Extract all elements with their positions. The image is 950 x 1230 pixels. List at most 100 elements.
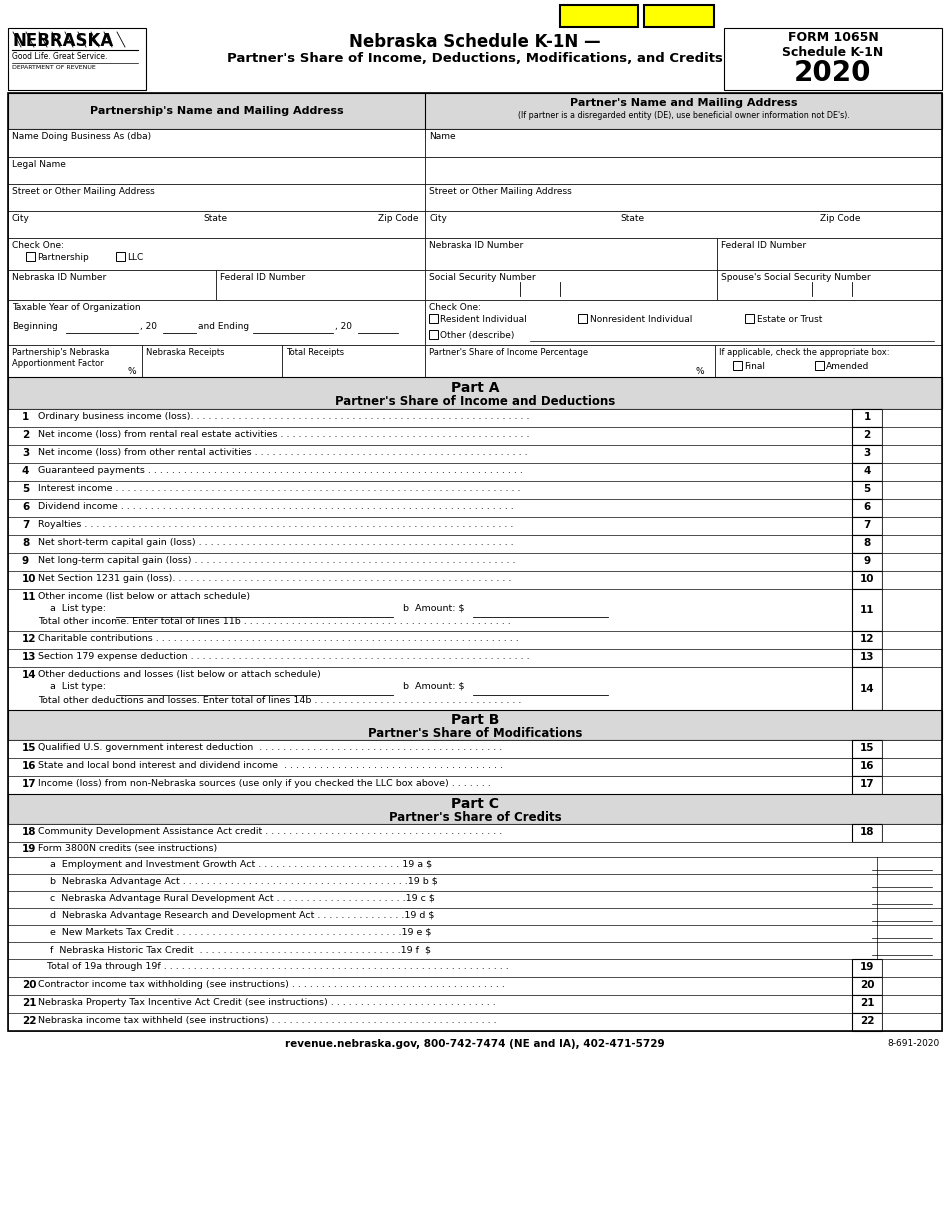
Bar <box>852 481 882 499</box>
Text: Name Doing Business As (dba): Name Doing Business As (dba) <box>12 132 151 141</box>
Text: Federal ID Number: Federal ID Number <box>721 241 807 250</box>
Bar <box>852 824 882 843</box>
Text: 12: 12 <box>22 633 36 645</box>
Bar <box>882 667 942 710</box>
Bar <box>425 157 942 184</box>
Text: 5: 5 <box>22 483 29 494</box>
Text: b  Nebraska Advantage Act . . . . . . . . . . . . . . . . . . . . . . . . . . . : b Nebraska Advantage Act . . . . . . . .… <box>50 877 438 886</box>
Text: Partnership's Name and Mailing Address: Partnership's Name and Mailing Address <box>89 106 343 116</box>
Text: Other deductions and losses (list below or attach schedule): Other deductions and losses (list below … <box>38 670 321 679</box>
Text: a  List type:: a List type: <box>50 681 106 691</box>
Bar <box>644 5 714 27</box>
Text: (If partner is a disregarded entity (DE), use beneficial owner information not D: (If partner is a disregarded entity (DE)… <box>518 111 849 121</box>
Text: 7: 7 <box>864 520 871 530</box>
Text: 13: 13 <box>860 652 874 662</box>
Bar <box>882 631 942 649</box>
Bar <box>882 410 942 427</box>
Text: Zip Code: Zip Code <box>378 214 419 223</box>
Text: 8-691-2020: 8-691-2020 <box>887 1039 940 1048</box>
Bar <box>852 499 882 517</box>
Bar <box>8 1014 852 1031</box>
Text: 22: 22 <box>22 1016 36 1026</box>
Bar <box>8 481 852 499</box>
Text: RESET: RESET <box>577 7 621 20</box>
Bar <box>852 995 882 1014</box>
Bar <box>882 571 942 589</box>
Text: Part B: Part B <box>451 713 499 727</box>
Bar <box>852 631 882 649</box>
Text: Ordinary business income (loss). . . . . . . . . . . . . . . . . . . . . . . . .: Ordinary business income (loss). . . . .… <box>38 412 529 421</box>
Bar <box>882 589 942 631</box>
Bar <box>882 554 942 571</box>
Text: 20: 20 <box>860 980 874 990</box>
Text: f  Nebraska Historic Tax Credit  . . . . . . . . . . . . . . . . . . . . . . . .: f Nebraska Historic Tax Credit . . . . .… <box>50 945 431 954</box>
Bar <box>8 649 852 667</box>
Bar <box>852 517 882 535</box>
Bar <box>882 776 942 795</box>
Bar <box>852 667 882 710</box>
Bar <box>425 129 942 157</box>
Bar <box>882 427 942 445</box>
Bar <box>425 184 942 212</box>
Bar <box>852 554 882 571</box>
Text: Social Security Number: Social Security Number <box>429 273 536 282</box>
Text: Interest income . . . . . . . . . . . . . . . . . . . . . . . . . . . . . . . . : Interest income . . . . . . . . . . . . … <box>38 483 521 493</box>
Text: Estate or Trust: Estate or Trust <box>757 315 823 323</box>
Bar <box>852 776 882 795</box>
Bar <box>717 237 942 271</box>
Bar <box>8 942 942 959</box>
Text: a  Employment and Investment Growth Act . . . . . . . . . . . . . . . . . . . . : a Employment and Investment Growth Act .… <box>50 860 432 870</box>
Bar <box>852 589 882 631</box>
Bar <box>882 959 942 977</box>
Bar <box>852 410 882 427</box>
Text: Beginning: Beginning <box>12 322 58 331</box>
Text: 6: 6 <box>864 502 870 512</box>
Text: LLC: LLC <box>127 253 143 262</box>
Text: 21: 21 <box>22 998 36 1009</box>
Text: Royalties . . . . . . . . . . . . . . . . . . . . . . . . . . . . . . . . . . . : Royalties . . . . . . . . . . . . . . . … <box>38 520 513 529</box>
Text: Amended: Amended <box>826 362 869 371</box>
Text: FORM 1065N: FORM 1065N <box>788 31 879 44</box>
Text: Partner's Share of Income and Deductions: Partner's Share of Income and Deductions <box>334 395 616 408</box>
Text: 5: 5 <box>864 483 870 494</box>
Text: 16: 16 <box>22 761 36 771</box>
Text: NEBRASKA: NEBRASKA <box>12 32 113 50</box>
Text: e  New Markets Tax Credit . . . . . . . . . . . . . . . . . . . . . . . . . . . : e New Markets Tax Credit . . . . . . . .… <box>50 927 431 937</box>
Text: Qualified U.S. government interest deduction  . . . . . . . . . . . . . . . . . : Qualified U.S. government interest deduc… <box>38 743 503 752</box>
Bar <box>26 252 35 261</box>
Bar <box>882 649 942 667</box>
Text: %: % <box>128 367 137 376</box>
Text: Name: Name <box>429 132 456 141</box>
Text: City: City <box>429 214 446 223</box>
Text: Partner's Share of Income, Deductions, Modifications, and Credits: Partner's Share of Income, Deductions, M… <box>227 52 723 65</box>
Bar <box>8 925 942 942</box>
Text: Net income (loss) from rental real estate activities . . . . . . . . . . . . . .: Net income (loss) from rental real estat… <box>38 430 529 439</box>
Text: Nonresident Individual: Nonresident Individual <box>590 315 693 323</box>
Text: , 20: , 20 <box>140 322 157 331</box>
Bar <box>8 843 942 857</box>
Text: DEPARTMENT OF REVENUE: DEPARTMENT OF REVENUE <box>12 65 96 70</box>
Text: b  Amount: $: b Amount: $ <box>403 681 465 691</box>
Text: 4: 4 <box>864 466 871 476</box>
Text: 10: 10 <box>22 574 36 584</box>
Text: Legal Name: Legal Name <box>12 160 66 169</box>
Text: Form 3800N credits (see instructions): Form 3800N credits (see instructions) <box>38 844 218 852</box>
Text: 20: 20 <box>22 980 36 990</box>
Bar <box>8 184 425 212</box>
Text: revenue.nebraska.gov, 800-742-7474 (NE and IA), 402-471-5729: revenue.nebraska.gov, 800-742-7474 (NE a… <box>285 1039 665 1049</box>
Bar <box>8 857 942 875</box>
Text: Net Section 1231 gain (loss). . . . . . . . . . . . . . . . . . . . . . . . . . : Net Section 1231 gain (loss). . . . . . … <box>38 574 511 583</box>
Text: Community Development Assistance Act credit . . . . . . . . . . . . . . . . . . : Community Development Assistance Act cre… <box>38 827 503 836</box>
Bar <box>882 1014 942 1031</box>
Bar <box>8 995 852 1014</box>
Text: b  Amount: $: b Amount: $ <box>403 604 465 613</box>
Text: Nebraska Schedule K-1N —: Nebraska Schedule K-1N — <box>350 33 600 50</box>
Text: , 20: , 20 <box>335 322 352 331</box>
Text: Check One:: Check One: <box>12 241 64 250</box>
Bar <box>852 571 882 589</box>
Text: 10: 10 <box>860 574 874 584</box>
Text: Other (describe): Other (describe) <box>440 331 514 339</box>
Text: Other income (list below or attach schedule): Other income (list below or attach sched… <box>38 592 250 601</box>
Text: 16: 16 <box>860 761 874 771</box>
Text: and Ending: and Ending <box>198 322 249 331</box>
